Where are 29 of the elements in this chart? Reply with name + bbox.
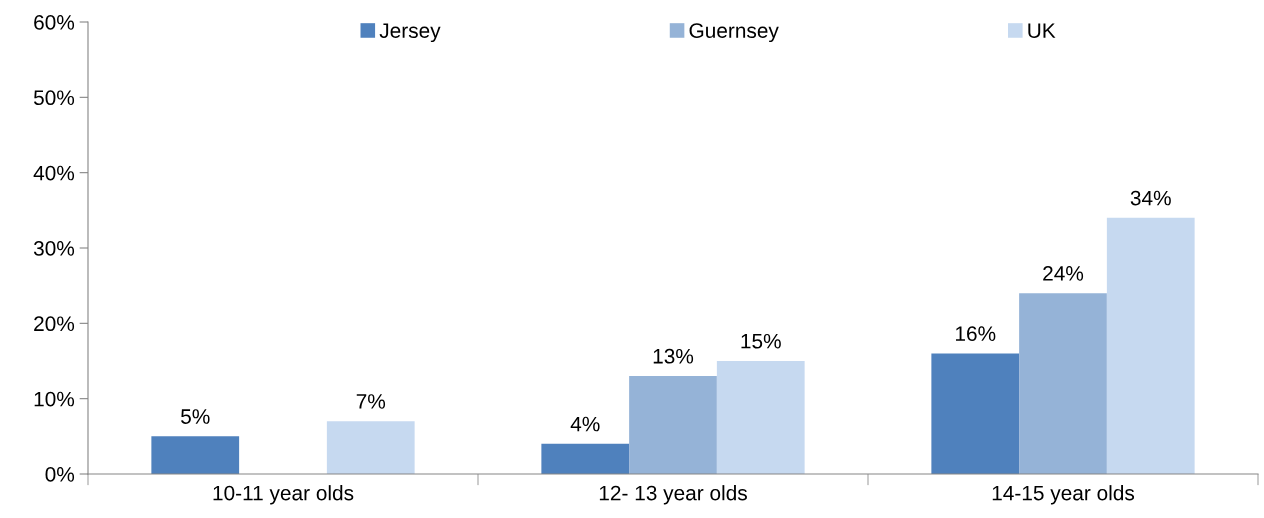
y-tick-label: 30% xyxy=(33,241,75,256)
data-label: 7% xyxy=(356,394,386,409)
legend-label: UK xyxy=(1028,23,1056,38)
data-label: 16% xyxy=(955,326,996,342)
y-tick-label: 0% xyxy=(45,467,75,482)
y-tick-label: 50% xyxy=(33,90,75,106)
bar xyxy=(541,443,630,474)
bar xyxy=(1019,293,1107,474)
bar xyxy=(151,436,240,474)
data-label: 5% xyxy=(181,409,210,424)
data-label: 15% xyxy=(741,333,781,349)
y-tick-label: 20% xyxy=(34,316,75,332)
bar xyxy=(629,376,717,474)
data-label: 4% xyxy=(570,416,600,432)
bar xyxy=(931,353,1020,474)
legend-label: Jersey xyxy=(379,23,441,43)
y-tick-label: 40% xyxy=(33,165,75,181)
legend-label: Guernsey xyxy=(689,23,779,43)
data-label: 13% xyxy=(653,348,694,364)
data-label: 24% xyxy=(1043,266,1084,281)
y-tick-label: 60% xyxy=(34,15,75,30)
bar xyxy=(716,361,805,474)
data-label: 34% xyxy=(1130,190,1171,206)
x-tick-label: 10-11 year olds xyxy=(213,485,354,505)
bar xyxy=(326,421,415,474)
y-tick-label: 10% xyxy=(34,391,75,407)
bar xyxy=(1106,217,1195,474)
x-tick-label: 12- 13 year olds xyxy=(599,485,747,505)
x-tick-label: 14-15 year olds xyxy=(992,485,1135,505)
